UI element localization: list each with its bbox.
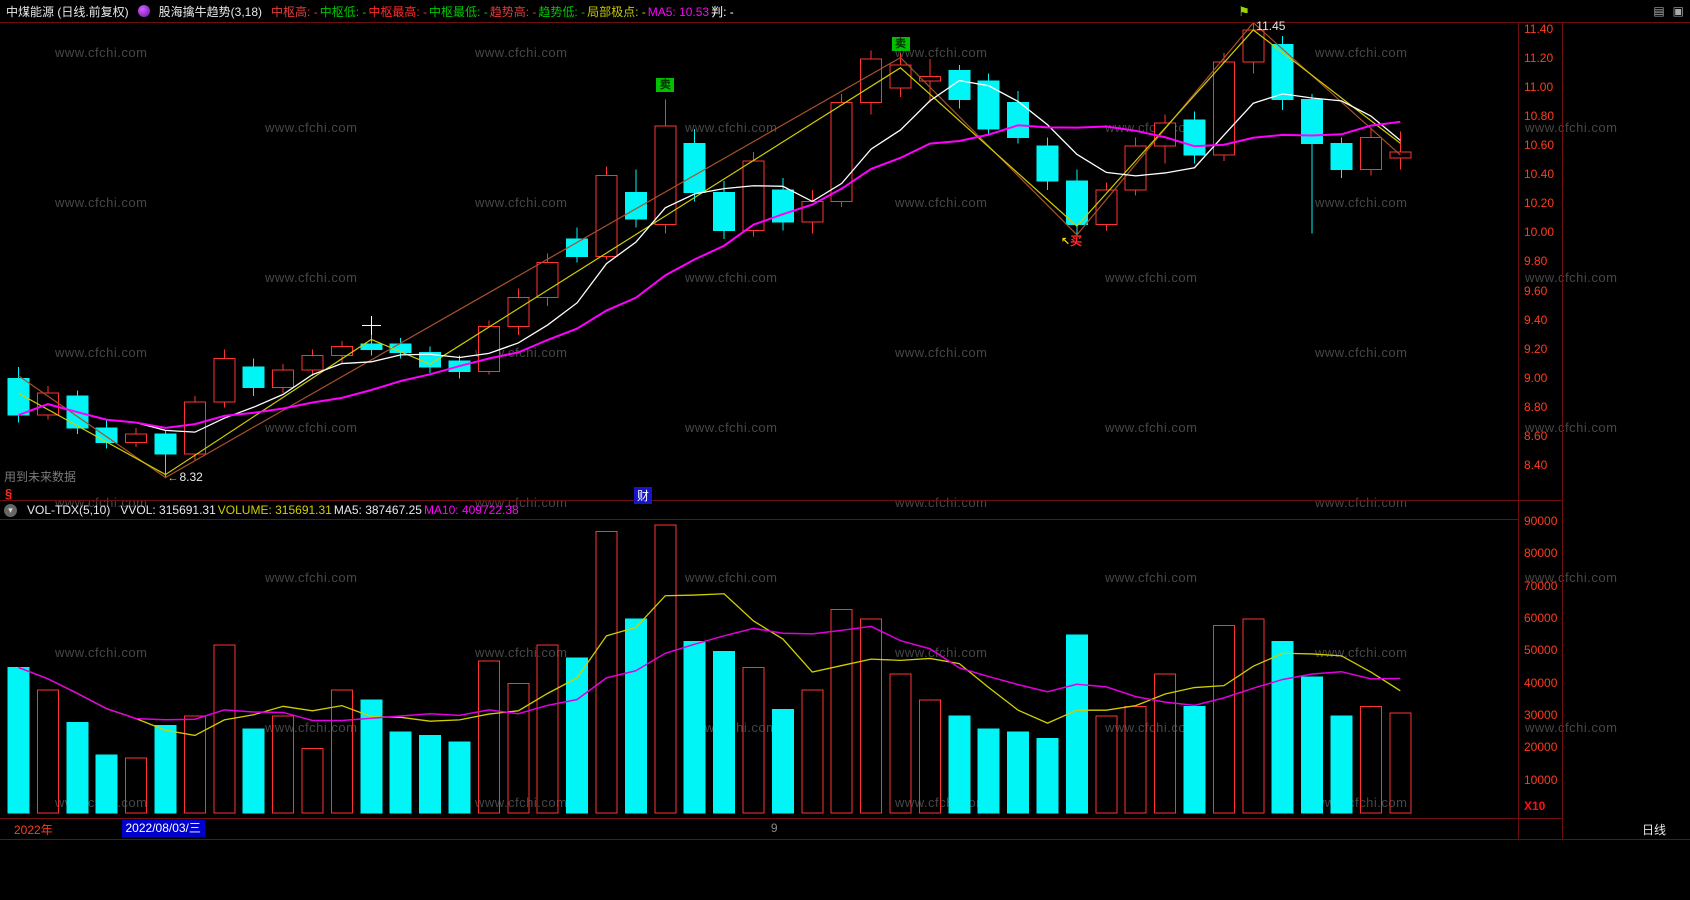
volume-field: VOLUME: 315691.31 <box>217 503 332 517</box>
price-tick-label: 8.40 <box>1524 457 1548 472</box>
axis-right-divider <box>1562 22 1563 839</box>
indicator-field: 趋势低: - <box>538 4 586 19</box>
price-chart-panel[interactable] <box>0 22 1518 500</box>
volume-tick-label: 30000 <box>1524 708 1558 722</box>
price-tick-label: 11.00 <box>1524 80 1554 95</box>
volume-tick-label: 50000 <box>1524 643 1558 658</box>
price-tick-label: 10.20 <box>1524 196 1555 211</box>
candles-layer <box>7 22 1412 478</box>
volume-bars-layer <box>7 524 1412 814</box>
volume-field: MA10: 409722.38 <box>423 503 519 517</box>
price-tick-label: 9.60 <box>1524 283 1548 298</box>
indicator-field: 中枢高: - <box>271 4 318 19</box>
volume-tick-label: 80000 <box>1524 546 1558 561</box>
ma5-line <box>18 79 1401 433</box>
volume-indicator-name[interactable]: VOL-TDX(5,10) <box>27 503 111 517</box>
month-label: 9 <box>770 821 778 835</box>
indicator-field: 判: - <box>711 4 734 19</box>
timeline-divider <box>0 839 1690 840</box>
volume-chart-svg <box>7 524 1412 814</box>
axis-divider[interactable] <box>1518 22 1519 839</box>
price-tick-label: 10.60 <box>1524 138 1555 153</box>
price-tick-label: 10.40 <box>1524 167 1555 182</box>
cai-tag: 财 <box>634 487 653 504</box>
price-tick-label: 10.00 <box>1524 225 1555 240</box>
indicator-field: 中枢低: - <box>319 4 367 19</box>
volume-header-divider <box>0 519 1518 520</box>
watermark-text: www.cfchi.com <box>1525 720 1618 735</box>
volume-unit-label: X10 <box>1524 799 1546 813</box>
price-tick-label: 8.60 <box>1524 428 1548 443</box>
window-controls: ▤ ▣ <box>1653 4 1684 18</box>
indicator-field: 趋势高: - <box>489 4 537 19</box>
volume-fields: VVOL: 315691.31 VOLUME: 315691.31 MA5: 387… <box>120 503 520 517</box>
price-tick-label: 11.40 <box>1524 21 1554 36</box>
volume-chart-panel[interactable] <box>0 520 1518 818</box>
indicator-title[interactable]: 股海擒牛趋势(3,18) <box>158 4 263 19</box>
selected-date-label: 2022/08/03/三 <box>121 820 205 837</box>
year-label: 2022年 <box>14 823 53 837</box>
volume-field: VVOL: 315691.31 <box>120 503 216 517</box>
price-tick-label: 9.80 <box>1524 254 1548 269</box>
trend-line-yellow <box>18 29 1401 476</box>
indicator-fields: 中枢高: - 中枢低: - 中枢最高: - 中枢最低: - 趋势高: - 趋势低: - 局部… <box>271 3 736 20</box>
volume-tick-label: 20000 <box>1524 740 1558 755</box>
indicator-icon[interactable] <box>137 5 150 17</box>
collapse-icon[interactable]: ▾ <box>4 503 17 517</box>
price-tick-label: 9.20 <box>1524 341 1548 356</box>
topbar-divider <box>0 22 1690 23</box>
volume-tick-label: 60000 <box>1524 611 1558 625</box>
price-tick-label: 10.80 <box>1524 109 1555 124</box>
stock-title[interactable]: 中煤能源 (日线.前复权) <box>6 4 129 19</box>
price-tick-label: 8.80 <box>1524 399 1548 414</box>
indicator-field: MA5: 10.53 <box>647 4 710 19</box>
volume-ma10-line <box>18 625 1401 722</box>
watermark-text: www.cfchi.com <box>1525 570 1618 585</box>
price-tick-label: 11.20 <box>1524 51 1554 66</box>
volume-tick-label: 10000 <box>1524 772 1558 787</box>
indicator-field: 中枢最高: - <box>368 4 428 19</box>
volume-tick-label: 40000 <box>1524 675 1558 690</box>
indicator-field: 中枢最低: - <box>429 4 488 19</box>
price-tick-label: 9.40 <box>1524 312 1548 327</box>
doc-icon[interactable]: ▤ <box>1653 4 1665 18</box>
top-bar: 中煤能源 (日线.前复权) 股海擒牛趋势(3,18) 中枢高: - 中枢低: -中… <box>0 0 1690 22</box>
volume-field: MA5: 387467.25 <box>333 503 422 517</box>
period-label: 日线 <box>1642 823 1667 837</box>
volume-tick-label: 90000 <box>1524 514 1558 528</box>
price-tick-label: 9.00 <box>1524 370 1548 385</box>
layout-icon[interactable]: ▣ <box>1672 4 1684 18</box>
watermark-text: www.cfchi.com <box>1525 120 1618 135</box>
ma10-line <box>18 120 1401 429</box>
time-axis-bar[interactable]: 2022年 2022/08/03/三 9 日线 <box>0 819 1690 839</box>
volume-ma5-line <box>18 593 1401 737</box>
watermark-text: www.cfchi.com <box>1525 270 1618 285</box>
price-panel-divider <box>0 500 1562 501</box>
section-mark: § <box>5 486 13 501</box>
volume-header: ▾ VOL-TDX(5,10) VVOL: 315691.31 VOLUME: 3… <box>0 501 1518 519</box>
trend-line-brown <box>18 22 1401 479</box>
future-data-note: 用到未来数据 <box>4 470 77 484</box>
price-chart-svg <box>7 22 1412 479</box>
volume-tick-label: 70000 <box>1524 578 1558 593</box>
indicator-field: 局部极点: - <box>587 4 646 19</box>
watermark-text: www.cfchi.com <box>1525 420 1618 435</box>
volume-panel-divider <box>0 818 1562 819</box>
